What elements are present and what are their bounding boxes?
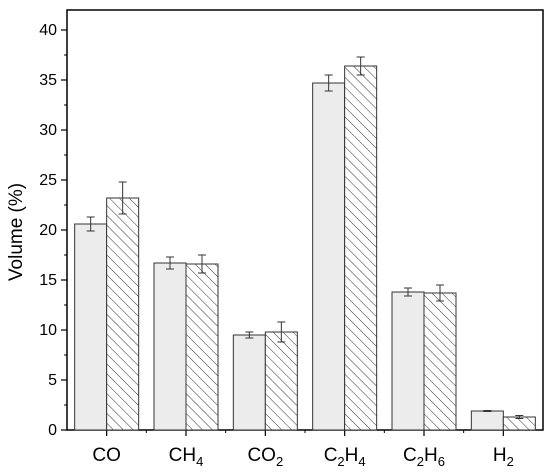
bar-co2-series-2 xyxy=(264,331,298,431)
bar-h2-series-1 xyxy=(470,410,504,431)
bar-c2h4-series-1 xyxy=(312,82,346,431)
y-tick-label: 10 xyxy=(39,322,57,339)
x-tick-label-c2h4: C2H4 xyxy=(324,445,366,469)
y-tick-label: 35 xyxy=(39,72,57,89)
x-tick-label-co2: CO2 xyxy=(247,445,283,469)
bar-ch4-series-1 xyxy=(153,262,187,431)
plot-area: 0 5 10 15 20 25 30 35 40 CO CH4 CO2 C2H4 C2H6 H2 xyxy=(39,9,544,469)
x-tick-label-h2: H2 xyxy=(493,445,514,469)
bar-c2h6-series-2 xyxy=(423,292,457,431)
x-tick-label-c2h6: C2H6 xyxy=(403,445,445,469)
bar-co2-series-1 xyxy=(232,334,266,431)
bar-c2h6-series-1 xyxy=(391,291,425,431)
y-tick-label: 5 xyxy=(48,372,57,389)
x-tick-label-co: CO xyxy=(92,445,121,466)
y-tick-label: 20 xyxy=(39,222,57,239)
x-tick-label-ch4: CH4 xyxy=(169,445,204,469)
y-axis-title: Volume (%) xyxy=(6,183,27,281)
y-tick-label: 0 xyxy=(48,422,57,439)
y-tick-label: 15 xyxy=(39,272,57,289)
y-tick-label: 40 xyxy=(39,22,57,39)
bar-co-series-1 xyxy=(74,223,108,431)
bar-c2h4-series-2 xyxy=(344,65,378,431)
y-tick-label: 30 xyxy=(39,122,57,139)
bar-ch4-series-2 xyxy=(185,263,219,431)
y-tick-label: 25 xyxy=(39,172,57,189)
bar-co-series-2 xyxy=(106,197,140,431)
